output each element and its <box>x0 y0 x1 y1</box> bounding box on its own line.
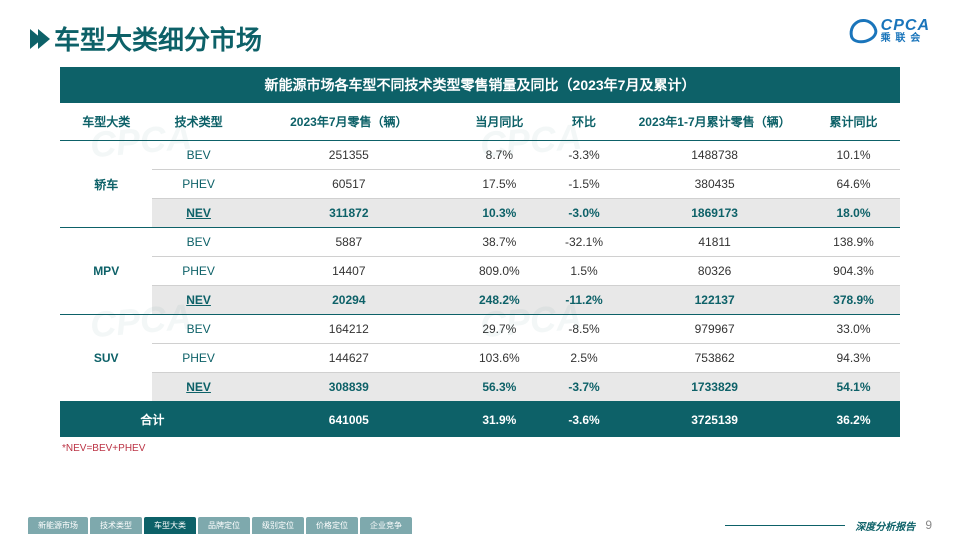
value-cell: -32.1% <box>546 228 622 257</box>
col-header: 车型大类 <box>60 103 152 141</box>
category-cell: 轿车 <box>60 141 152 228</box>
total-label: 合计 <box>60 402 245 438</box>
table-banner: 新能源市场各车型不同技术类型零售销量及同比（2023年7月及累计） <box>60 67 900 103</box>
table-row: MPVBEV588738.7%-32.1%41811138.9% <box>60 228 900 257</box>
value-cell: 29.7% <box>453 315 546 344</box>
logo-cn: 乘 联 会 <box>881 34 930 44</box>
value-cell: 80326 <box>622 257 807 286</box>
logo-mark-icon <box>849 19 877 43</box>
table-row: NEV30883956.3%-3.7%173382954.1% <box>60 373 900 402</box>
value-cell: 5887 <box>245 228 453 257</box>
page-title: 车型大类细分市场 <box>54 20 262 57</box>
total-cell: 31.9% <box>453 402 546 438</box>
value-cell: 164212 <box>245 315 453 344</box>
value-cell: -3.7% <box>546 373 622 402</box>
value-cell: 17.5% <box>453 170 546 199</box>
total-cell: 36.2% <box>807 402 900 438</box>
value-cell: 308839 <box>245 373 453 402</box>
chevron-icon <box>30 29 46 49</box>
value-cell: 979967 <box>622 315 807 344</box>
col-header: 2023年7月零售（辆） <box>245 103 453 141</box>
category-cell: MPV <box>60 228 152 315</box>
value-cell: -3.0% <box>546 199 622 228</box>
footer-label: 深度分析报告 <box>855 518 915 533</box>
tech-cell: BEV <box>152 141 244 170</box>
value-cell: 2.5% <box>546 344 622 373</box>
cpca-logo: CPCA 乘 联 会 <box>849 18 930 44</box>
total-cell: 641005 <box>245 402 453 438</box>
value-cell: 94.3% <box>807 344 900 373</box>
value-cell: 41811 <box>622 228 807 257</box>
table-row: NEV20294248.2%-11.2%122137378.9% <box>60 286 900 315</box>
value-cell: 251355 <box>245 141 453 170</box>
total-cell: 3725139 <box>622 402 807 438</box>
value-cell: 138.9% <box>807 228 900 257</box>
value-cell: 20294 <box>245 286 453 315</box>
page-number: 9 <box>925 518 932 532</box>
value-cell: -3.3% <box>546 141 622 170</box>
value-cell: 1.5% <box>546 257 622 286</box>
value-cell: 1488738 <box>622 141 807 170</box>
category-cell: SUV <box>60 315 152 402</box>
total-cell: -3.6% <box>546 402 622 438</box>
footer-tab[interactable]: 新能源市场 <box>28 517 88 534</box>
col-header: 环比 <box>546 103 622 141</box>
value-cell: 103.6% <box>453 344 546 373</box>
table-row: PHEV6051717.5%-1.5%38043564.6% <box>60 170 900 199</box>
col-header: 技术类型 <box>152 103 244 141</box>
value-cell: -11.2% <box>546 286 622 315</box>
table-row: SUVBEV16421229.7%-8.5%97996733.0% <box>60 315 900 344</box>
value-cell: -8.5% <box>546 315 622 344</box>
table-row: PHEV144627103.6%2.5%75386294.3% <box>60 344 900 373</box>
footer-tab[interactable]: 车型大类 <box>144 517 196 534</box>
value-cell: 10.1% <box>807 141 900 170</box>
tech-cell: NEV <box>152 286 244 315</box>
value-cell: 56.3% <box>453 373 546 402</box>
value-cell: 311872 <box>245 199 453 228</box>
value-cell: 14407 <box>245 257 453 286</box>
footer-tab[interactable]: 技术类型 <box>90 517 142 534</box>
tech-cell: PHEV <box>152 344 244 373</box>
value-cell: 248.2% <box>453 286 546 315</box>
col-header: 2023年1-7月累计零售（辆） <box>622 103 807 141</box>
value-cell: 380435 <box>622 170 807 199</box>
value-cell: 904.3% <box>807 257 900 286</box>
value-cell: 1733829 <box>622 373 807 402</box>
value-cell: 64.6% <box>807 170 900 199</box>
data-table: 车型大类技术类型2023年7月零售（辆）当月同比环比2023年1-7月累计零售（… <box>60 103 900 437</box>
tech-cell: NEV <box>152 199 244 228</box>
tech-cell: NEV <box>152 373 244 402</box>
value-cell: 1869173 <box>622 199 807 228</box>
value-cell: 60517 <box>245 170 453 199</box>
footer-tab[interactable]: 价格定位 <box>306 517 358 534</box>
table-row: NEV31187210.3%-3.0%186917318.0% <box>60 199 900 228</box>
tech-cell: BEV <box>152 315 244 344</box>
value-cell: 144627 <box>245 344 453 373</box>
footer-tab[interactable]: 级别定位 <box>252 517 304 534</box>
tech-cell: PHEV <box>152 257 244 286</box>
value-cell: 10.3% <box>453 199 546 228</box>
tech-cell: PHEV <box>152 170 244 199</box>
value-cell: 18.0% <box>807 199 900 228</box>
footer-tabs: 新能源市场技术类型车型大类品牌定位级别定位价格定位企业竞争 <box>28 517 412 534</box>
value-cell: 122137 <box>622 286 807 315</box>
tech-cell: BEV <box>152 228 244 257</box>
footer-divider <box>725 525 845 526</box>
footnote: *NEV=BEV+PHEV <box>60 437 900 454</box>
value-cell: 753862 <box>622 344 807 373</box>
value-cell: -1.5% <box>546 170 622 199</box>
value-cell: 33.0% <box>807 315 900 344</box>
table-row: PHEV14407809.0%1.5%80326904.3% <box>60 257 900 286</box>
footer-tab[interactable]: 品牌定位 <box>198 517 250 534</box>
col-header: 累计同比 <box>807 103 900 141</box>
value-cell: 809.0% <box>453 257 546 286</box>
footer-tab[interactable]: 企业竞争 <box>360 517 412 534</box>
logo-abbr: CPCA <box>881 18 930 34</box>
value-cell: 38.7% <box>453 228 546 257</box>
col-header: 当月同比 <box>453 103 546 141</box>
value-cell: 8.7% <box>453 141 546 170</box>
value-cell: 378.9% <box>807 286 900 315</box>
value-cell: 54.1% <box>807 373 900 402</box>
table-row: 轿车BEV2513558.7%-3.3%148873810.1% <box>60 141 900 170</box>
